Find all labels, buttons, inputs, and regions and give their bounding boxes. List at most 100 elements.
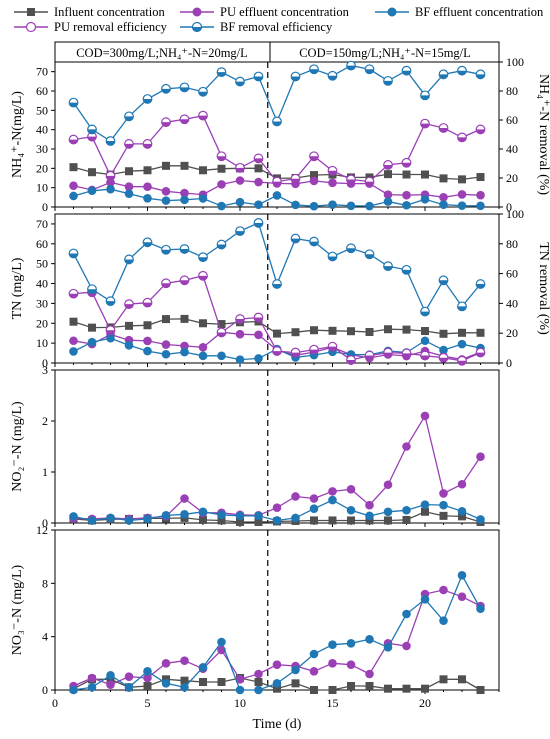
data-point-bf_eff	[198, 507, 208, 517]
y2-tick-label: 100	[506, 55, 524, 69]
data-point-pu_rem	[383, 347, 393, 358]
data-point-bf_eff	[291, 665, 300, 675]
data-point-bf_rem-fill	[476, 284, 485, 289]
data-point-pu_rem-fill	[235, 167, 245, 173]
data-point-bf_rem	[105, 296, 116, 307]
legend-item-pu-effluent: PU effluent concentration	[180, 5, 350, 19]
data-point-pu_rem	[420, 118, 430, 129]
data-point-pu_eff	[272, 660, 282, 669]
data-point-bf_eff	[198, 663, 208, 672]
data-point-pu_rem-fill	[402, 162, 411, 168]
y2-tick-label: 60	[506, 267, 518, 281]
data-point-influent	[162, 161, 170, 170]
data-point-bf_rem	[179, 244, 190, 254]
data-point-bf_rem	[87, 124, 97, 135]
data-point-bf_rem-fill	[365, 69, 374, 74]
data-point-bf_eff	[346, 505, 356, 515]
data-point-bf_eff	[106, 184, 115, 194]
data-point-bf_rem-fill	[235, 231, 245, 236]
series-pu_rem	[68, 110, 486, 187]
data-point-influent	[328, 516, 337, 525]
condition-header: COD=300mg/L;NH₄⁺-N=20mg/L COD=150mg/L;NH…	[54, 41, 500, 63]
data-point-bf_rem	[438, 69, 449, 80]
data-point-bf_eff	[106, 333, 115, 343]
data-point-influent	[199, 515, 207, 524]
data-point-bf_eff	[420, 595, 430, 604]
data-point-bf_rem-fill	[476, 74, 485, 79]
x-axis-label: Time (d)	[253, 717, 302, 732]
data-point-bf_rem-fill	[420, 95, 430, 100]
data-point-pu_rem	[327, 341, 338, 352]
data-point-pu_eff	[365, 500, 374, 510]
data-point-pu_eff	[69, 336, 78, 346]
data-point-pu_rem-fill	[365, 355, 374, 360]
data-point-pu_rem-fill	[161, 283, 171, 288]
data-point-bf_eff	[291, 200, 300, 210]
data-point-pu_rem	[124, 139, 134, 149]
data-point-bf_eff	[87, 186, 97, 196]
data-point-influent	[291, 328, 300, 337]
series-bf_eff	[69, 184, 485, 211]
data-point-influent	[162, 315, 170, 324]
data-point-bf_rem-fill	[272, 284, 282, 289]
y-tick-label: 20	[36, 161, 48, 175]
data-point-bf_eff	[272, 516, 282, 525]
data-point-pu_rem-fill	[106, 330, 115, 335]
x-tick-label: 5	[145, 696, 151, 710]
data-point-pu_eff	[180, 656, 189, 665]
data-point-influent	[402, 515, 411, 524]
data-point-pu_rem-fill	[365, 181, 374, 186]
data-point-pu_rem-fill	[235, 319, 245, 324]
series-line-bf_rem	[72, 64, 481, 142]
data-point-pu_eff	[457, 592, 467, 601]
data-point-bf_eff	[402, 609, 411, 619]
data-point-bf_rem-fill	[87, 129, 97, 134]
data-point-pu_rem	[253, 153, 264, 164]
data-point-pu_eff	[457, 190, 467, 199]
data-point-influent	[180, 676, 189, 685]
data-point-pu_eff	[143, 182, 152, 191]
series-bf_rem	[68, 60, 486, 146]
data-point-pu_eff	[180, 341, 189, 351]
data-point-bf_rem	[253, 71, 264, 82]
data-point-bf_rem-fill	[328, 256, 337, 261]
data-point-bf_eff	[161, 679, 171, 688]
data-point-bf_eff	[420, 500, 430, 509]
y-tick-label: 2	[42, 414, 48, 428]
data-point-pu_rem	[272, 346, 282, 356]
data-point-pu_rem-fill	[124, 143, 134, 149]
data-point-bf_eff	[439, 616, 448, 625]
data-point-bf_rem	[401, 264, 412, 275]
data-point-pu_rem-fill	[161, 122, 171, 127]
data-point-bf_rem	[290, 233, 301, 244]
data-point-pu_rem-fill	[217, 332, 226, 337]
data-point-pu_rem	[383, 160, 393, 170]
data-point-pu_rem	[364, 176, 375, 187]
data-point-bf_rem-fill	[291, 238, 300, 243]
data-point-influent	[439, 329, 448, 338]
data-point-influent	[291, 679, 300, 688]
data-point-pu_rem-fill	[124, 304, 134, 309]
data-point-bf_eff	[217, 201, 226, 211]
data-point-pu_rem-fill	[383, 352, 393, 357]
data-point-pu_rem	[364, 350, 375, 361]
data-point-influent	[125, 321, 133, 330]
data-point-bf_rem-fill	[217, 244, 226, 249]
data-point-bf_eff	[161, 511, 171, 520]
data-point-bf_eff	[254, 511, 263, 521]
data-point-influent	[310, 171, 318, 180]
data-point-bf_rem	[105, 136, 116, 146]
data-point-pu_rem-fill	[328, 170, 337, 176]
data-point-pu_eff	[180, 494, 189, 503]
data-point-pu_rem-fill	[420, 123, 430, 128]
data-point-bf_rem	[309, 64, 319, 75]
data-point-bf_rem-fill	[309, 69, 319, 74]
data-point-bf_eff	[124, 683, 134, 692]
data-point-bf_rem-fill	[235, 81, 245, 86]
legend-label-pu-removal: PU removal efficiency	[54, 20, 168, 34]
data-point-bf_rem	[420, 90, 430, 101]
data-point-bf_eff	[143, 346, 152, 356]
data-point-bf_rem-fill	[143, 242, 152, 247]
data-point-bf_eff	[328, 640, 337, 649]
